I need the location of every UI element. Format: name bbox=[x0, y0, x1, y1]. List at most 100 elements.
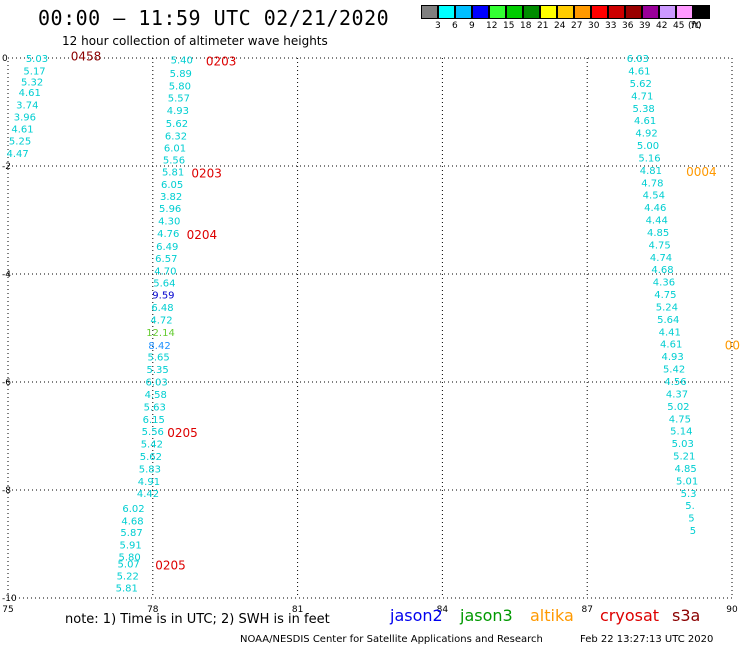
wave-height-value: 8.42 bbox=[148, 341, 170, 352]
wave-height-value: 4.36 bbox=[653, 278, 675, 289]
wave-height-value: 4.56 bbox=[664, 377, 686, 388]
lon-tick-label: 81 bbox=[292, 605, 303, 615]
wave-height-value: 6.15 bbox=[143, 415, 165, 426]
lat-tick-label: -10 bbox=[2, 594, 17, 604]
satellite-name: cryosat bbox=[600, 606, 660, 625]
wave-height-value: 5.63 bbox=[144, 402, 166, 413]
legend-label: 9 bbox=[469, 21, 475, 31]
wave-height-value: 4.72 bbox=[150, 315, 172, 326]
wave-height-value: 5.80 bbox=[118, 553, 140, 564]
wave-height-value: 3.96 bbox=[14, 112, 36, 123]
wave-height-value: 4.61 bbox=[628, 67, 650, 78]
wave-height-value: 5.80 bbox=[169, 82, 191, 93]
pass-time-label: 0204 bbox=[187, 228, 218, 242]
wave-height-value: 5.56 bbox=[163, 156, 185, 167]
wave-height-value: 12.14 bbox=[146, 328, 175, 339]
legend-swatch bbox=[676, 5, 693, 19]
wave-height-value: 4.85 bbox=[647, 228, 669, 239]
legend-swatch bbox=[506, 5, 523, 19]
wave-height-value: 9.59 bbox=[152, 291, 174, 302]
wave-height-value: 5.96 bbox=[159, 204, 181, 215]
map-border bbox=[7, 57, 733, 599]
legend-label: 42 bbox=[656, 21, 668, 31]
wave-height-value: 5.64 bbox=[153, 279, 175, 290]
wave-height-value: 6.03 bbox=[627, 54, 649, 65]
legend-label: 6 bbox=[452, 21, 458, 31]
wave-height-value: 4.54 bbox=[643, 191, 665, 202]
wave-height-value: 5.83 bbox=[139, 464, 161, 475]
wave-height-value: 4.42 bbox=[137, 489, 159, 500]
legend-label: 12 bbox=[486, 21, 498, 31]
pass-time-labels: 0458 0203 0203 0204 0205 0205 0004 00 bbox=[71, 49, 740, 572]
wave-height-value: 4.93 bbox=[661, 352, 683, 363]
wave-height-value: 5.02 bbox=[667, 402, 689, 413]
wave-height-value: 5 bbox=[688, 514, 694, 525]
wave-height-value: 6.01 bbox=[164, 144, 186, 155]
wave-height-value: 5.3 bbox=[681, 489, 697, 500]
lat-tick-label: -2 bbox=[2, 162, 11, 172]
legend-label: 18 bbox=[520, 21, 532, 31]
wave-height-value: 5.62 bbox=[630, 79, 652, 90]
wave-height-value: 6.05 bbox=[161, 180, 183, 191]
wave-height-value: 4.61 bbox=[634, 116, 656, 127]
altimeter-track-track-c: 6.024.685.87 5.915.805.075.225.81 bbox=[116, 504, 145, 594]
wave-height-value: 5.07 bbox=[118, 560, 140, 571]
wave-height-value: 4.75 bbox=[648, 240, 670, 251]
lon-tick-label: 75 bbox=[2, 605, 13, 615]
legend-label: 39 bbox=[639, 21, 651, 31]
wave-height-value: 5.03 bbox=[672, 439, 694, 450]
wave-height-value: 4.46 bbox=[644, 203, 666, 214]
lon-tick-label: 84 bbox=[437, 605, 449, 615]
wave-height-value: 5.42 bbox=[663, 365, 685, 376]
wave-height-value: 4.71 bbox=[631, 91, 653, 102]
map-frame bbox=[7, 57, 733, 599]
pass-time-label: 0205 bbox=[167, 426, 198, 440]
wave-height-value: 4.68 bbox=[121, 516, 143, 527]
wave-height-value: 5.14 bbox=[670, 427, 692, 438]
wave-height-value: 5.01 bbox=[676, 476, 698, 487]
legend-label: 15 bbox=[503, 21, 515, 31]
pass-time-label: 00 bbox=[725, 339, 740, 353]
wave-height-value: 3.82 bbox=[160, 192, 182, 203]
wave-height-value: 4.93 bbox=[167, 106, 189, 117]
wave-height-value: 4.91 bbox=[138, 477, 160, 488]
wave-height-value: 5 bbox=[690, 526, 696, 537]
wave-height-value: 5. bbox=[685, 501, 695, 512]
wave-height-value: 4.81 bbox=[640, 166, 662, 177]
wave-height-value: 5.38 bbox=[633, 104, 655, 115]
legend-label: 21 bbox=[537, 21, 549, 31]
wave-height-value: 5.24 bbox=[656, 302, 678, 313]
wave-height-value: 4.61 bbox=[660, 340, 682, 351]
wave-height-value: 4.78 bbox=[641, 178, 663, 189]
legend-swatch bbox=[472, 5, 489, 19]
legend-swatch bbox=[557, 5, 574, 19]
wave-height-value: 5.56 bbox=[142, 427, 164, 438]
wave-height-value: 5.17 bbox=[23, 67, 45, 78]
wave-height-value: 5.62 bbox=[140, 452, 162, 463]
legend-unit: (ft) bbox=[688, 21, 702, 31]
legend-label: 24 bbox=[554, 21, 566, 31]
legend-label: 33 bbox=[605, 21, 617, 31]
satellite-name: altika bbox=[530, 606, 574, 625]
wave-height-value: 4.92 bbox=[635, 129, 657, 140]
wave-height-value: 5.00 bbox=[637, 141, 659, 152]
legend-label: 45 bbox=[673, 21, 685, 31]
altimeter-tracks: 5.035.175.324.613.743.964.615.254.475.40… bbox=[7, 54, 699, 594]
wave-height-value: 5.87 bbox=[120, 528, 142, 539]
wave-height-value: 5.64 bbox=[657, 315, 679, 326]
wave-height-value: 5.89 bbox=[170, 69, 192, 80]
legend-swatch bbox=[455, 5, 472, 19]
wave-height-value: 4.85 bbox=[675, 464, 697, 475]
wave-height-value: 4.70 bbox=[154, 266, 176, 277]
wave-height-value: 4.30 bbox=[158, 217, 180, 228]
wave-height-value: 5.57 bbox=[168, 94, 190, 105]
axis-tick-labels: 75 78 81 84 87 90 0 -2 -4 -6 -8 -10 bbox=[2, 54, 738, 615]
legend-swatch bbox=[523, 5, 540, 19]
pass-time-label: 0203 bbox=[191, 166, 222, 180]
legend-swatch bbox=[625, 5, 642, 19]
graticule bbox=[8, 58, 732, 598]
wave-height-value: 5.21 bbox=[673, 452, 695, 463]
lon-tick-label: 78 bbox=[147, 605, 159, 615]
legend-swatch bbox=[540, 5, 557, 19]
